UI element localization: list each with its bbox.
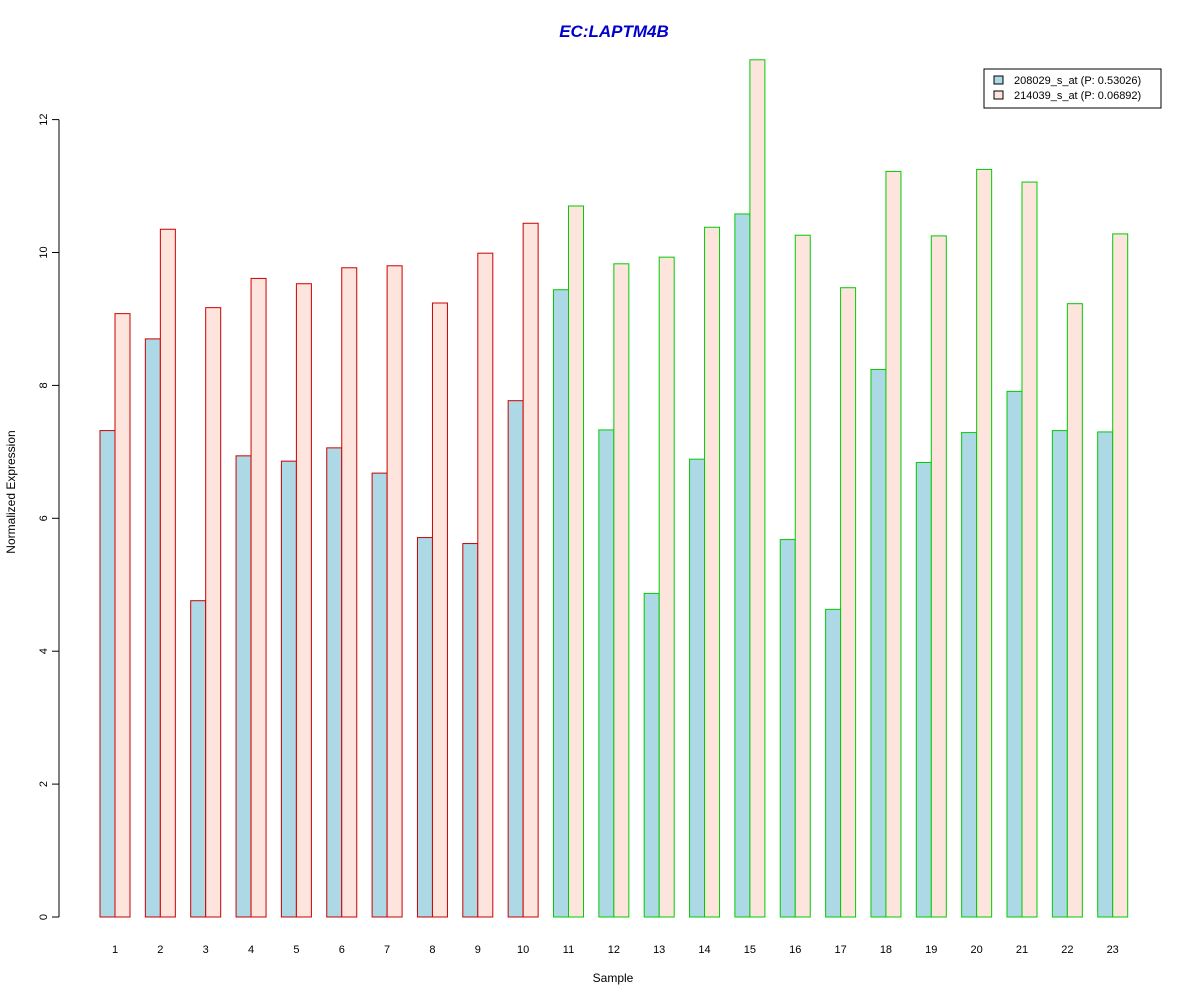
bar-s2-3 bbox=[205, 307, 222, 918]
bar-s1-4 bbox=[235, 455, 252, 918]
bar-s1-16 bbox=[779, 539, 796, 918]
x-tick-label-22: 22 bbox=[1061, 944, 1073, 956]
x-tick-label-23: 23 bbox=[1107, 944, 1119, 956]
chart-title: EC:LAPTM4B bbox=[559, 22, 669, 41]
bar-s2-8 bbox=[431, 302, 448, 918]
bar-s2-12 bbox=[613, 263, 630, 918]
x-axis: 1 2 3 4 5 6 7 8 9 10 11 12 13 14 15 16 17 18 19 20 21 22 23 bbox=[112, 944, 1119, 956]
x-tick-label-1: 1 bbox=[112, 944, 118, 956]
x-tick-label-18: 18 bbox=[880, 944, 892, 956]
x-tick-label-11: 11 bbox=[563, 944, 574, 956]
bar-s1-1 bbox=[99, 430, 116, 918]
x-tick-label-15: 15 bbox=[744, 944, 756, 956]
bar-s1-5 bbox=[280, 460, 297, 918]
legend-label-2: 214039_s_at (P: 0.06892) bbox=[1014, 90, 1141, 102]
bar-s2-16 bbox=[794, 234, 811, 918]
x-tick-label-7: 7 bbox=[384, 944, 390, 956]
bar-s1-14 bbox=[689, 458, 706, 918]
y-axis: 0 2 4 6 8 10 12 bbox=[38, 113, 60, 920]
x-tick-label-19: 19 bbox=[925, 944, 937, 956]
bar-s2-11 bbox=[568, 205, 584, 918]
y-tick-label-0: 0 bbox=[38, 914, 50, 920]
x-tick-label-21: 21 bbox=[1016, 944, 1028, 956]
bar-s1-20 bbox=[961, 432, 978, 918]
bar-s1-12 bbox=[598, 429, 615, 918]
y-tick-label-4: 4 bbox=[38, 648, 50, 654]
bar-s1-9 bbox=[462, 543, 479, 918]
bar-s1-7 bbox=[371, 472, 388, 918]
bar-s1-21 bbox=[1006, 390, 1023, 918]
bar-s2-6 bbox=[341, 267, 358, 918]
legend-swatch-2 bbox=[993, 90, 1004, 100]
bar-s2-22 bbox=[1066, 303, 1083, 918]
bar-s2-18 bbox=[885, 170, 902, 918]
legend-box bbox=[983, 68, 1162, 109]
y-tick-label-10: 10 bbox=[38, 246, 50, 258]
x-axis-title: Sample bbox=[593, 971, 634, 985]
y-tick-label-8: 8 bbox=[38, 382, 50, 388]
bar-s2-23 bbox=[1112, 233, 1129, 918]
x-tick-label-17: 17 bbox=[834, 944, 846, 956]
bar-s2-14 bbox=[704, 226, 721, 918]
bar-s2-2 bbox=[159, 228, 176, 918]
bar-s2-17 bbox=[840, 287, 857, 918]
x-tick-label-5: 5 bbox=[293, 944, 299, 956]
y-tick-label-12: 12 bbox=[38, 113, 50, 125]
legend-swatch-1 bbox=[993, 75, 1004, 85]
bar-s2-5 bbox=[295, 283, 312, 918]
x-tick-label-2: 2 bbox=[157, 944, 163, 956]
legend: 208029_s_at (P: 0.53026) 214039_s_at (P: … bbox=[983, 68, 1162, 109]
y-tick-label-6: 6 bbox=[38, 515, 50, 521]
bar-s1-8 bbox=[416, 537, 433, 918]
bar-s2-21 bbox=[1021, 181, 1038, 918]
bar-s1-22 bbox=[1051, 430, 1068, 918]
bar-s1-19 bbox=[915, 461, 932, 918]
bar-s2-4 bbox=[250, 277, 267, 918]
bar-s1-13 bbox=[643, 592, 660, 918]
bar-s1-18 bbox=[870, 368, 887, 918]
x-tick-label-6: 6 bbox=[339, 944, 345, 956]
bar-s1-23 bbox=[1097, 431, 1114, 918]
y-axis-title: Normalized Expression bbox=[4, 430, 18, 553]
x-tick-label-10: 10 bbox=[517, 944, 529, 956]
bar-s2-15 bbox=[749, 59, 766, 918]
bar-s2-7 bbox=[386, 265, 403, 918]
bar-s1-17 bbox=[825, 608, 842, 918]
x-tick-label-13: 13 bbox=[653, 944, 665, 956]
bars-group bbox=[99, 59, 1129, 918]
bar-s2-10 bbox=[522, 222, 539, 918]
bar-s1-15 bbox=[734, 213, 751, 918]
x-tick-label-12: 12 bbox=[608, 944, 620, 956]
x-tick-label-14: 14 bbox=[698, 944, 710, 956]
bar-s1-11 bbox=[553, 289, 569, 918]
bar-s1-2 bbox=[144, 338, 161, 918]
x-tick-label-9: 9 bbox=[475, 944, 481, 956]
x-tick-label-8: 8 bbox=[429, 944, 435, 956]
legend-label-1: 208029_s_at (P: 0.53026) bbox=[1014, 75, 1141, 87]
bar-s1-6 bbox=[326, 447, 343, 918]
x-tick-label-20: 20 bbox=[971, 944, 983, 956]
bar-s2-20 bbox=[976, 168, 993, 918]
bar-s2-9 bbox=[477, 252, 494, 918]
x-tick-label-4: 4 bbox=[248, 944, 254, 956]
bar-s1-3 bbox=[190, 600, 207, 918]
y-tick-label-2: 2 bbox=[38, 781, 50, 787]
bar-s2-19 bbox=[930, 235, 947, 918]
bar-s2-1 bbox=[114, 313, 131, 918]
x-tick-label-16: 16 bbox=[789, 944, 801, 956]
x-tick-label-3: 3 bbox=[203, 944, 209, 956]
bar-s1-10 bbox=[507, 400, 524, 918]
bar-s2-13 bbox=[658, 256, 675, 918]
